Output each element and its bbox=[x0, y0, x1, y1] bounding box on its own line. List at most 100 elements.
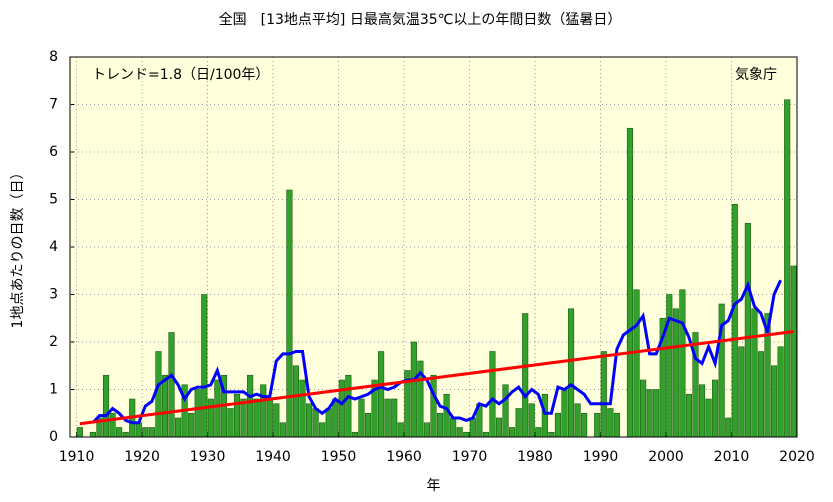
bar bbox=[784, 99, 791, 438]
bar bbox=[325, 408, 332, 438]
bar bbox=[705, 398, 712, 438]
bar bbox=[305, 403, 313, 438]
bar bbox=[666, 294, 673, 438]
bar bbox=[528, 403, 535, 438]
bar bbox=[378, 351, 385, 438]
bar bbox=[469, 417, 476, 438]
bar bbox=[679, 289, 686, 438]
y-tick-label: 2 bbox=[49, 334, 58, 350]
bar bbox=[286, 189, 293, 438]
bar bbox=[312, 408, 319, 438]
x-tick-label: 2000 bbox=[648, 449, 684, 465]
bar bbox=[391, 398, 398, 438]
bar bbox=[672, 308, 679, 438]
bar bbox=[463, 431, 470, 438]
bar bbox=[535, 427, 542, 438]
bar bbox=[214, 379, 221, 438]
trend-line bbox=[79, 330, 794, 426]
bar bbox=[299, 379, 306, 438]
bar bbox=[640, 379, 647, 438]
bar bbox=[168, 332, 175, 438]
bar bbox=[194, 389, 201, 438]
bar bbox=[502, 384, 509, 438]
x-tick-label: 1960 bbox=[386, 449, 422, 465]
bar bbox=[790, 265, 797, 438]
bar bbox=[410, 341, 417, 438]
bar bbox=[698, 384, 706, 438]
y-axis-title: 1地点あたりの日数（日） bbox=[10, 166, 26, 329]
bar bbox=[279, 422, 286, 438]
bar bbox=[260, 384, 267, 438]
bar bbox=[450, 417, 457, 438]
y-tick-label: 1 bbox=[49, 382, 58, 398]
bar bbox=[273, 403, 280, 438]
bar bbox=[161, 374, 169, 438]
x-tick-label: 1970 bbox=[452, 449, 488, 465]
bar bbox=[207, 398, 214, 438]
bar bbox=[292, 365, 300, 438]
x-tick-label: 1940 bbox=[255, 449, 291, 465]
bar bbox=[757, 351, 765, 438]
y-tick-label: 5 bbox=[49, 192, 58, 208]
bar bbox=[613, 412, 620, 438]
bar bbox=[188, 412, 195, 438]
bar bbox=[646, 389, 653, 438]
bar bbox=[600, 351, 607, 438]
bar bbox=[653, 389, 660, 438]
annotation: 気象庁 bbox=[735, 67, 777, 83]
bar bbox=[122, 431, 129, 438]
bar bbox=[541, 393, 548, 438]
bar bbox=[155, 351, 162, 438]
bar bbox=[240, 398, 247, 438]
plot-frame bbox=[69, 56, 798, 438]
bar bbox=[731, 203, 738, 438]
bar bbox=[456, 427, 463, 438]
bar bbox=[489, 351, 496, 438]
bar bbox=[142, 427, 149, 438]
moving-average-line bbox=[91, 279, 782, 425]
y-tick-label: 0 bbox=[49, 429, 58, 445]
bar bbox=[548, 431, 555, 438]
x-tick-label: 1930 bbox=[190, 449, 226, 465]
bar bbox=[567, 308, 575, 438]
bar bbox=[76, 427, 83, 438]
bar bbox=[109, 412, 116, 438]
bar bbox=[345, 374, 352, 438]
bar bbox=[515, 408, 522, 438]
bar bbox=[594, 412, 601, 438]
y-tick-label: 8 bbox=[49, 49, 58, 65]
bar bbox=[482, 431, 489, 438]
bar bbox=[397, 422, 404, 438]
bar bbox=[227, 408, 234, 438]
bar bbox=[174, 417, 182, 438]
bar bbox=[266, 398, 273, 438]
bar bbox=[319, 422, 326, 438]
x-tick-label: 2010 bbox=[714, 449, 750, 465]
bar bbox=[509, 427, 516, 438]
bar bbox=[253, 398, 260, 438]
bar bbox=[574, 403, 581, 438]
bar bbox=[744, 222, 751, 438]
bar bbox=[685, 393, 693, 438]
bar bbox=[495, 417, 503, 438]
bar bbox=[423, 422, 431, 438]
annotation: トレンド=1.8（日/100年） bbox=[92, 67, 269, 83]
bar bbox=[725, 417, 732, 438]
x-axis-title: 年 bbox=[427, 478, 441, 494]
bar bbox=[201, 294, 208, 438]
bar bbox=[384, 398, 391, 438]
x-tick-label: 1910 bbox=[59, 449, 95, 465]
bar bbox=[89, 431, 96, 438]
x-tick-label: 2020 bbox=[779, 449, 815, 465]
bar bbox=[102, 374, 110, 438]
bar bbox=[738, 346, 745, 438]
bar bbox=[443, 393, 450, 438]
bar bbox=[135, 422, 142, 438]
bar bbox=[430, 374, 437, 438]
y-tick-label: 4 bbox=[49, 239, 58, 255]
bar bbox=[581, 412, 588, 438]
y-tick-label: 3 bbox=[49, 287, 58, 303]
bar bbox=[561, 389, 568, 438]
chart-title: 全国 [13地点平均] 日最高気温35℃以上の年間日数（猛暑日） bbox=[219, 11, 622, 28]
